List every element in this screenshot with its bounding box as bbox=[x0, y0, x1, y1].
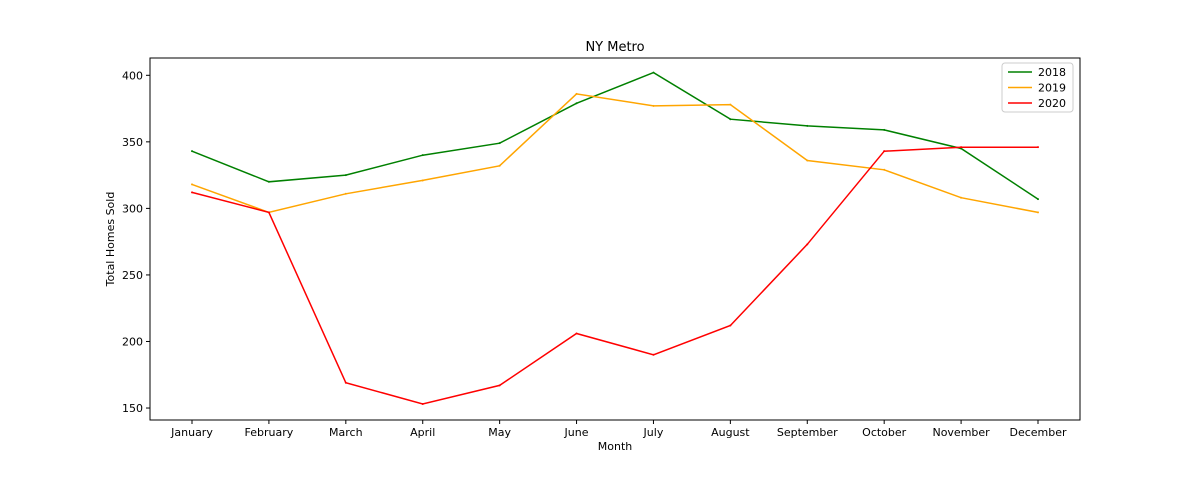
data-point-2018 bbox=[575, 102, 578, 105]
legend: 2018 2019 2020 bbox=[1001, 62, 1074, 113]
y-tick-label: 350 bbox=[122, 136, 143, 149]
data-point-2018 bbox=[344, 174, 347, 177]
plot-lines bbox=[191, 71, 1039, 406]
data-point-2020 bbox=[267, 211, 270, 214]
x-axis: January February March April May June July Augu… bbox=[170, 420, 1067, 439]
data-point-2020 bbox=[729, 324, 732, 327]
data-point-2019 bbox=[806, 159, 809, 162]
data-point-2020 bbox=[344, 381, 347, 384]
y-tick-label: 250 bbox=[122, 269, 143, 282]
data-point-2018 bbox=[1037, 198, 1039, 201]
legend-label-2018: 2018 bbox=[1038, 66, 1066, 79]
x-tick-label: December bbox=[1009, 426, 1067, 439]
series-line-2019 bbox=[191, 93, 1039, 214]
data-point-2018 bbox=[806, 124, 809, 127]
x-tick-label: February bbox=[245, 426, 294, 439]
data-point-2018 bbox=[421, 154, 424, 157]
data-point-2020 bbox=[806, 243, 809, 246]
x-tick-label: November bbox=[932, 426, 990, 439]
data-point-2020 bbox=[575, 332, 578, 335]
legend-box bbox=[1001, 62, 1074, 113]
x-tick-label: July bbox=[643, 426, 664, 439]
data-point-2018 bbox=[191, 150, 193, 153]
y-tick-label: 400 bbox=[122, 69, 143, 82]
x-tick-label: June bbox=[564, 426, 589, 439]
data-point-2018 bbox=[652, 71, 655, 74]
y-axis-label: Total Homes Sold bbox=[104, 192, 117, 288]
legend-label-2019: 2019 bbox=[1038, 82, 1066, 95]
data-point-2018 bbox=[883, 128, 886, 131]
legend-label-2020: 2020 bbox=[1038, 97, 1066, 110]
y-axis: 150 200 250 300 350 400 bbox=[122, 69, 150, 415]
data-point-2019 bbox=[498, 164, 501, 167]
data-point-2018 bbox=[729, 118, 732, 121]
x-tick-label: October bbox=[862, 426, 906, 439]
data-point-2019 bbox=[191, 183, 193, 186]
data-point-2019 bbox=[652, 104, 655, 107]
x-tick-label: April bbox=[410, 426, 435, 439]
x-tick-label: August bbox=[711, 426, 750, 439]
data-point-2020 bbox=[1037, 146, 1039, 149]
data-point-2018 bbox=[267, 180, 270, 183]
data-point-2019 bbox=[575, 92, 578, 95]
data-point-2019 bbox=[729, 103, 732, 106]
data-point-2019 bbox=[344, 192, 347, 195]
x-tick-label: January bbox=[170, 426, 213, 439]
y-tick-label: 150 bbox=[122, 402, 143, 415]
series-line-2020 bbox=[191, 146, 1038, 405]
data-point-2020 bbox=[421, 403, 424, 406]
series-line-2018 bbox=[191, 71, 1039, 200]
data-point-2020 bbox=[652, 353, 655, 356]
x-axis-label: Month bbox=[598, 440, 633, 453]
x-tick-label: March bbox=[329, 426, 363, 439]
data-point-2020 bbox=[960, 146, 963, 149]
x-tick-label: September bbox=[777, 426, 838, 439]
data-point-2020 bbox=[191, 191, 193, 194]
data-point-2019 bbox=[421, 179, 424, 182]
plot-frame bbox=[149, 57, 1081, 421]
chart-title: NY Metro bbox=[585, 40, 644, 55]
data-point-2019 bbox=[883, 168, 886, 171]
data-point-2020 bbox=[883, 150, 886, 153]
x-tick-label: May bbox=[488, 426, 511, 439]
data-point-2020 bbox=[498, 384, 501, 387]
y-tick-label: 200 bbox=[122, 335, 143, 348]
data-point-2018 bbox=[498, 142, 501, 145]
data-point-2019 bbox=[960, 196, 963, 199]
y-tick-label: 300 bbox=[122, 202, 143, 215]
data-point-2019 bbox=[1037, 211, 1039, 214]
